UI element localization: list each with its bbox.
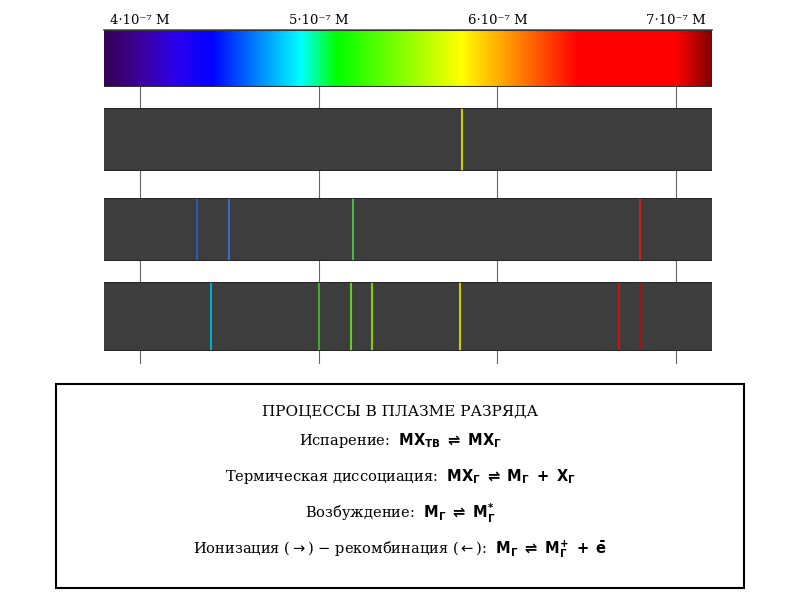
Text: ПРОЦЕССЫ В ПЛАЗМЕ РАЗРЯДА: ПРОЦЕССЫ В ПЛАЗМЕ РАЗРЯДА: [262, 405, 538, 419]
Text: Возбуждение:  $\mathbf{M_{Г}\ \rightleftharpoons\ M_{Г}^{*}}$: Возбуждение: $\mathbf{M_{Г}\ \rightlefth…: [305, 502, 495, 524]
Text: 7·10⁻⁷ М: 7·10⁻⁷ М: [646, 14, 706, 27]
Text: Ионизация ($\rightarrow$) $-$ рекомбинация ($\leftarrow$):  $\mathbf{M_{Г}\ \rig: Ионизация ($\rightarrow$) $-$ рекомбинац…: [193, 538, 607, 560]
Text: Испарение:  $\mathbf{MX_{ТВ}\ \rightleftharpoons\ MX_{Г}}$: Испарение: $\mathbf{MX_{ТВ}\ \rightlefth…: [298, 431, 502, 451]
Text: Термическая диссоциация:  $\mathbf{MX_{Г}\ \rightleftharpoons\ M_{Г}\ +\ X_{Г}}$: Термическая диссоциация: $\mathbf{MX_{Г}…: [225, 467, 575, 487]
Text: 6·10⁻⁷ М: 6·10⁻⁷ М: [467, 14, 527, 27]
Bar: [56, 384, 744, 588]
Text: 5·10⁻⁷ М: 5·10⁻⁷ М: [289, 14, 349, 27]
Text: 4·10⁻⁷ М: 4·10⁻⁷ М: [110, 14, 170, 27]
